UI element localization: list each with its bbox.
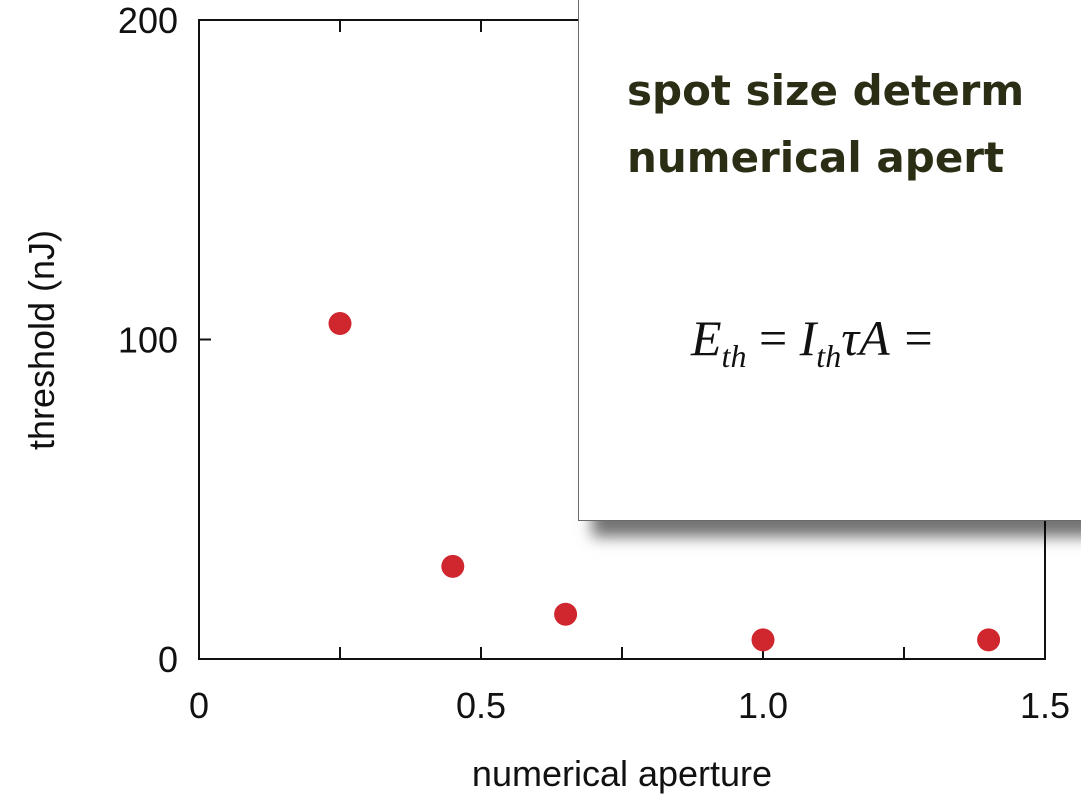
x-tick-label: 1.5	[1020, 685, 1070, 726]
y-tick-label: 200	[118, 0, 178, 41]
chart-points	[328, 312, 1001, 652]
y-tick-label: 100	[118, 320, 178, 361]
popup-title: spot size determ numerical apert	[627, 57, 1081, 191]
equation-i-sub: th	[816, 338, 842, 374]
x-tick-label: 1.0	[738, 685, 788, 726]
x-axis-label: numerical aperture	[472, 753, 772, 794]
y-tick-label: 0	[158, 639, 178, 680]
equation-i: I	[799, 310, 817, 366]
x-tick-label: 0.5	[456, 685, 506, 726]
equation-tail: τA =	[841, 310, 935, 366]
equation-equals: =	[746, 310, 800, 366]
popup-title-line-1: spot size determ	[627, 66, 1025, 115]
equation-e-sub: th	[721, 338, 747, 374]
y-axis-label: threshold (nJ)	[21, 230, 62, 450]
chart-tick-labels: 0 0.5 1.0 1.5 0 100 200	[118, 0, 1070, 726]
formula-popup: spot size determ numerical apert Eth = I…	[578, 0, 1081, 521]
data-point	[441, 554, 465, 578]
data-point	[977, 628, 1001, 652]
popup-equation: Eth = IthτA =	[691, 309, 935, 375]
data-point	[328, 312, 352, 336]
data-point	[554, 602, 578, 626]
data-point	[751, 628, 775, 652]
popup-title-line-2: numerical apert	[627, 133, 1005, 182]
x-tick-label: 0	[189, 685, 209, 726]
equation-e: E	[691, 310, 722, 366]
